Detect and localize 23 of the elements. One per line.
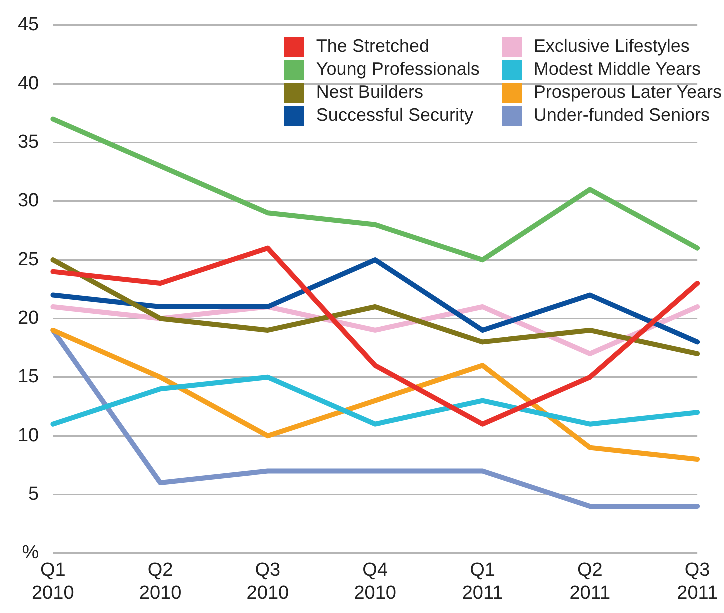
legend-label: Successful Security	[316, 105, 474, 126]
y-tick-label: 25	[18, 249, 40, 270]
x-tick-label: Q3 2010	[246, 560, 290, 604]
x-tick-label: Q1 2011	[462, 560, 504, 604]
x-tick-label: Q2 2010	[139, 560, 182, 604]
legend-label: Under-funded Seniors	[534, 105, 710, 126]
x-tick-label: Q3 2011	[677, 560, 718, 604]
legend-label: The Stretched	[316, 36, 430, 57]
y-tick-label: 30	[18, 190, 40, 212]
y-tick-label: 45	[18, 14, 40, 36]
x-tick-label: Q2 2011	[570, 560, 611, 604]
legend-label: Exclusive Lifestyles	[534, 36, 690, 57]
y-tick-label: 10	[18, 425, 40, 446]
legend-label: Prosperous Later Years	[534, 82, 722, 103]
y-tick-label: 5	[28, 484, 40, 505]
legend-label: Young Professionals	[316, 59, 480, 80]
legend-label: Nest Builders	[316, 82, 424, 103]
y-tick-label: 40	[18, 73, 40, 94]
legend-label: Modest Middle Years	[534, 59, 701, 80]
y-tick-label: 35	[18, 132, 40, 153]
y-tick-label: 15	[18, 366, 40, 388]
y-tick-label: 20	[18, 308, 40, 329]
x-tick-label: Q4 2010	[354, 560, 396, 604]
